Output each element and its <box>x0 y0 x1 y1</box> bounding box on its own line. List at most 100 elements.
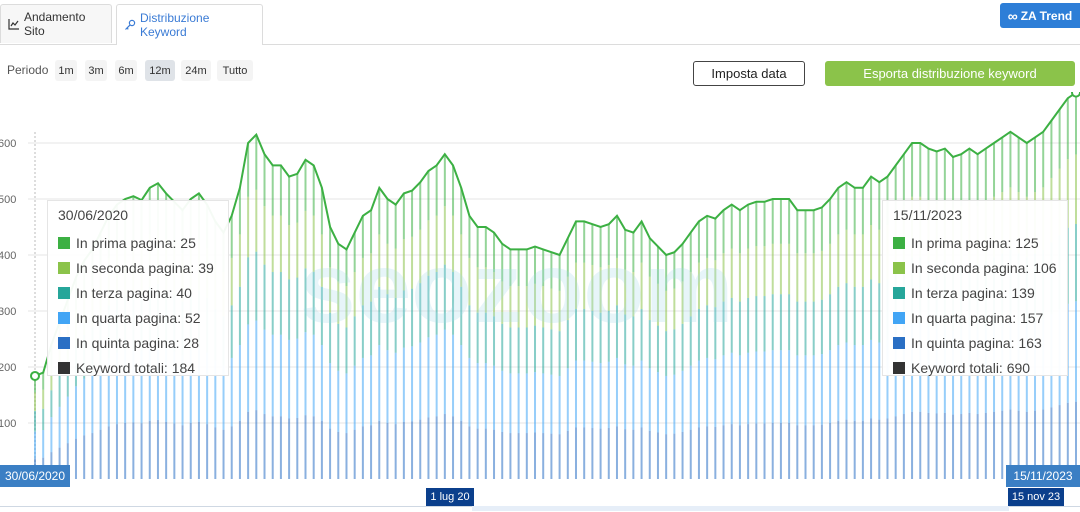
bar-segment-terza <box>419 283 422 343</box>
bar-segment-prima <box>238 187 241 235</box>
bar-segment-prima <box>624 229 627 270</box>
bar-segment-prima <box>320 187 323 235</box>
bar-segment-seconda <box>353 272 356 317</box>
bar-segment-seconda <box>837 234 840 287</box>
bar-segment-quinta <box>697 427 700 479</box>
bar-segment-prima <box>1050 120 1053 178</box>
bar-segment-quarta <box>181 355 184 426</box>
bar-segment-quinta <box>837 420 840 479</box>
bar-segment-prima <box>255 134 258 190</box>
bar-segment-seconda <box>329 267 332 313</box>
bar-segment-quinta <box>288 418 291 479</box>
bar-segment-seconda <box>279 215 282 273</box>
bar-segment-quarta <box>566 368 569 431</box>
tooltip-row-seconda: In seconda pagina: 39 <box>58 255 218 280</box>
bar-segment-seconda <box>517 286 520 328</box>
tooltip-row-label: In quinta pagina: 28 <box>76 334 199 351</box>
bar-segment-quinta <box>763 423 766 479</box>
bar-segment-quinta <box>329 428 332 479</box>
bar-segment-quinta <box>165 421 168 479</box>
bar-segment-prima <box>820 207 823 251</box>
bar-segment-quarta <box>755 351 758 424</box>
bar-segment-quinta <box>91 433 94 479</box>
bar-segment-seconda <box>394 248 397 298</box>
bar-segment-prima <box>812 210 815 254</box>
bar-segment-prima <box>361 215 364 258</box>
bar-segment-prima <box>304 159 307 211</box>
bar-segment-seconda <box>263 206 266 265</box>
bar-segment-seconda <box>42 389 45 409</box>
y-tick-label: 500 <box>0 194 16 206</box>
za-trend-label: ZA Trend <box>1020 8 1073 23</box>
tooltip-row-label: In prima pagina: 125 <box>911 234 1039 251</box>
bar-segment-quarta <box>861 345 864 421</box>
bar-segment-prima <box>452 165 455 216</box>
bar-segment-quinta <box>238 420 241 479</box>
tooltip-row-quinta: In quinta pagina: 28 <box>58 330 218 355</box>
bar-segment-quinta <box>861 420 864 479</box>
bar-segment-quinta <box>476 428 479 479</box>
tooltip-row-label: In terza pagina: 139 <box>911 284 1035 301</box>
bar-segment-prima <box>288 176 291 225</box>
bar-segment-terza <box>238 286 241 346</box>
bar-segment-seconda <box>525 286 528 328</box>
bar-segment-quarta <box>337 370 340 432</box>
bar-segment-quinta <box>853 420 856 479</box>
bar-segment-quarta <box>574 360 577 428</box>
tab-andamento-sito[interactable]: Andamento Sito <box>0 4 112 43</box>
bar-segment-quinta <box>279 416 282 479</box>
bar-segment-quinta <box>820 424 823 479</box>
bar-segment-quinta <box>181 425 184 479</box>
bar-segment-prima <box>509 249 512 287</box>
bar-segment-quinta <box>943 412 946 479</box>
navigator-end-handle[interactable]: 15 nov 23 <box>1008 488 1064 506</box>
za-trend-button[interactable]: ∞ ZA Trend <box>1000 3 1080 28</box>
navigator-selection[interactable] <box>472 506 1009 511</box>
period-24m-button[interactable]: 24m <box>181 60 211 81</box>
period-6m-button[interactable]: 6m <box>115 60 137 81</box>
bar-segment-terza <box>517 327 520 374</box>
bar-segment-seconda <box>255 189 258 252</box>
bar-segment-quinta <box>1017 410 1020 479</box>
bar-segment-quarta <box>1075 301 1077 402</box>
bar-segment-quinta <box>640 427 643 479</box>
export-distribution-button[interactable]: Esporta distribuzione keyword <box>825 61 1075 86</box>
bar-segment-prima <box>493 232 496 273</box>
set-date-button[interactable]: Imposta data <box>693 61 805 86</box>
bar-segment-seconda <box>288 224 291 280</box>
bar-segment-prima <box>476 227 479 268</box>
legend-swatch-totali <box>893 361 905 374</box>
bar-segment-seconda <box>804 253 807 302</box>
bar-segment-seconda <box>730 248 733 298</box>
bar-segment-quinta <box>542 433 545 479</box>
bar-segment-terza <box>681 323 684 371</box>
bar-segment-quinta <box>517 433 520 479</box>
bar-segment-seconda <box>820 250 823 300</box>
bar-segment-prima <box>747 204 750 249</box>
bar-segment-prima <box>870 176 873 225</box>
period-1m-button[interactable]: 1m <box>55 60 77 81</box>
bar-segment-seconda <box>771 243 774 295</box>
period-tutto-button[interactable]: Tutto <box>217 60 253 81</box>
bar-segment-terza <box>353 316 356 366</box>
bar-segment-quinta <box>493 429 496 479</box>
bar-segment-terza <box>542 327 545 374</box>
bar-segment-terza <box>509 327 512 374</box>
bar-segment-quinta <box>730 424 733 479</box>
bar-segment-prima <box>271 165 274 216</box>
bar-segment-quarta <box>394 352 397 425</box>
bar-segment-quarta <box>140 350 143 424</box>
bar-segment-quinta <box>337 431 340 479</box>
bar-segment-quinta <box>738 425 741 479</box>
period-12m-button[interactable]: 12m <box>145 60 175 81</box>
period-3m-button[interactable]: 3m <box>85 60 107 81</box>
navigator-start-handle[interactable]: 1 lug 20 <box>426 488 474 506</box>
bar-segment-quarta <box>501 370 504 432</box>
line-chart-icon <box>8 18 20 30</box>
bar-segment-quarta <box>279 334 282 417</box>
bar-segment-quinta <box>1075 401 1077 479</box>
bar-segment-prima <box>411 190 414 237</box>
bar-segment-quinta <box>386 423 389 479</box>
bar-segment-terza <box>66 360 69 397</box>
tab-distribuzione-keyword[interactable]: Distribuzione Keyword <box>116 4 263 45</box>
